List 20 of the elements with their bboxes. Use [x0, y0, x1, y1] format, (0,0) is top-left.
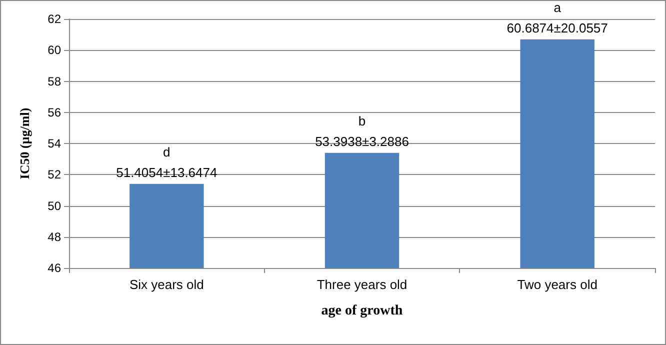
- data-label: 53.3938±3.2886: [315, 134, 409, 149]
- y-tick-label: 62: [48, 12, 62, 26]
- data-label: 51.4054±13.6474: [116, 164, 218, 180]
- x-tick-label: Six years old: [129, 277, 204, 292]
- x-tick-label: Three years old: [316, 277, 408, 292]
- y-tick-label: 52: [48, 168, 62, 182]
- y-tick-label: 54: [48, 136, 62, 150]
- y-tick-label: 58: [48, 74, 62, 88]
- y-tick-label: 46: [48, 261, 62, 275]
- y-tick-label: 60: [48, 43, 62, 58]
- x-tick-label: Two years old: [517, 277, 598, 292]
- y-tick-label: 56: [48, 105, 62, 120]
- annotation: b: [358, 113, 366, 128]
- y-axis-title: IC50 (µg/ml): [17, 108, 32, 180]
- annotation: d: [163, 144, 170, 160]
- y-tick-label: 50: [48, 198, 62, 213]
- data-label: 60.6874±20.0557: [506, 20, 608, 36]
- annotation: a: [554, 0, 562, 15]
- y-tick-label: 48: [48, 230, 62, 244]
- x-axis-title: age of growth: [321, 304, 403, 318]
